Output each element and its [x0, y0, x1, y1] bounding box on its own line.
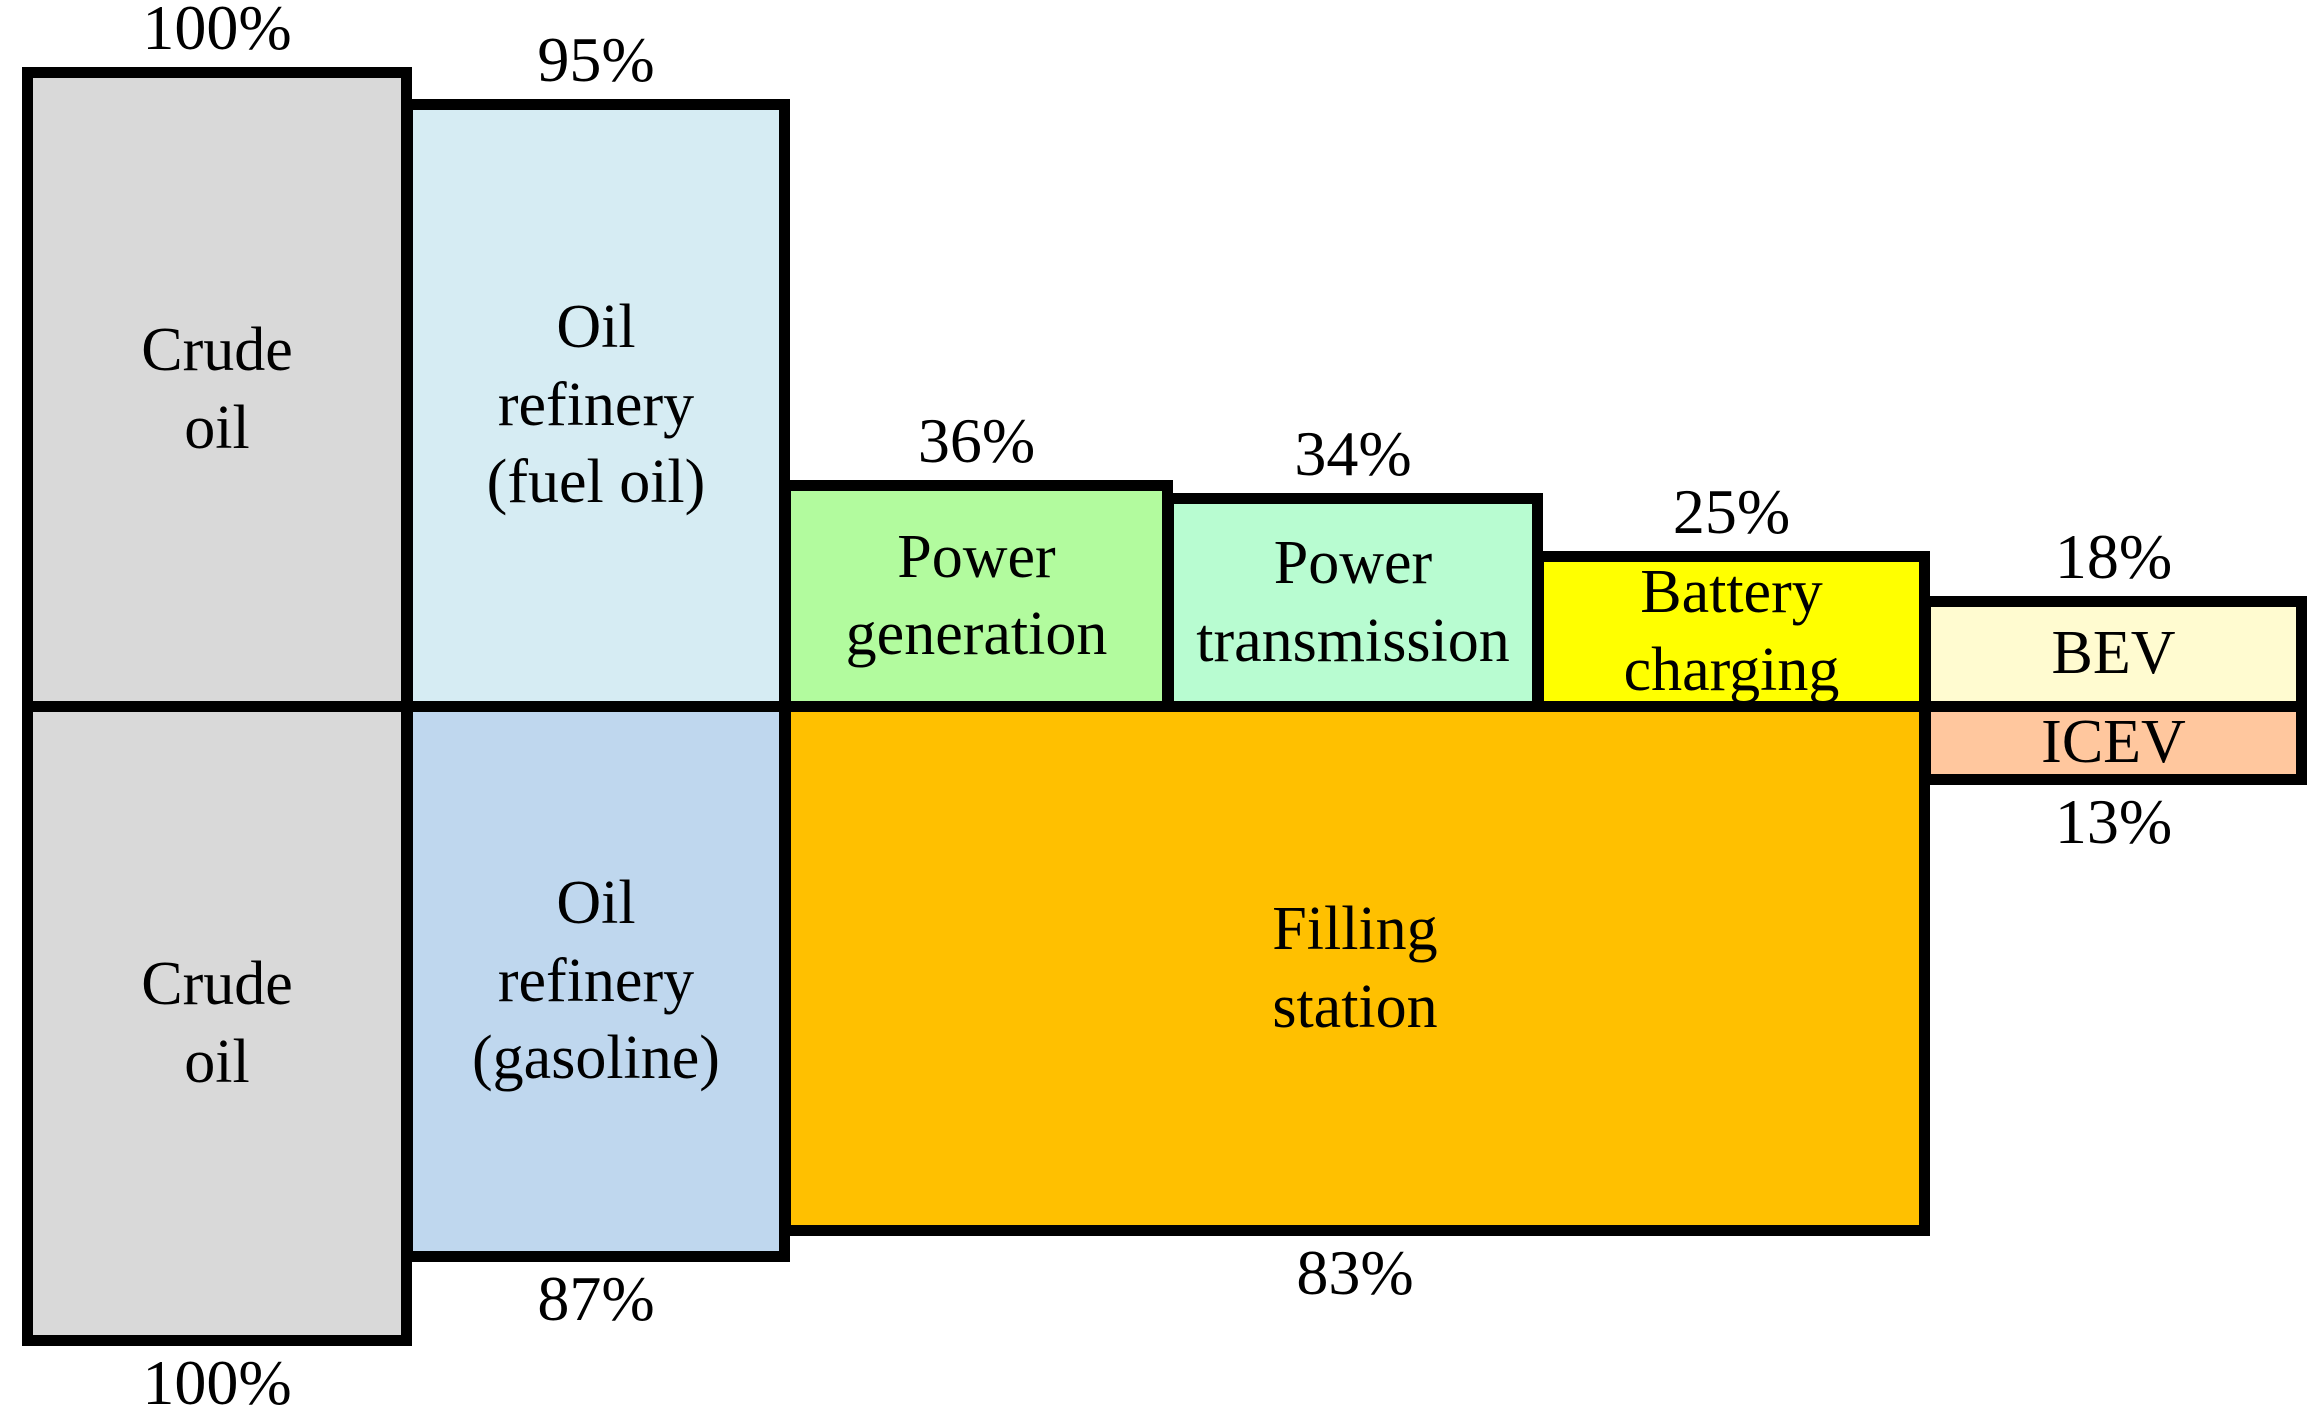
- stage-label-line: Oil: [556, 293, 636, 362]
- stage-label-power-transmission: Power transmission: [1196, 525, 1509, 680]
- stage-label-line: refinery: [497, 370, 695, 439]
- value-label-crude-oil-bottom: 100%: [142, 1347, 292, 1418]
- stage-label-line: Power: [897, 522, 1056, 591]
- stage-label-power-generation: Power generation: [846, 519, 1108, 674]
- stage-box-power-transmission: Power transmission: [1163, 493, 1543, 712]
- stage-box-oil-refinery-fuel-oil: Oil refinery (fuel oil): [402, 99, 790, 712]
- stage-label-line: charging: [1623, 635, 1840, 704]
- stage-label-line: Crude: [141, 316, 293, 384]
- stage-label-line: oil: [184, 393, 250, 462]
- stage-box-battery-charging: Battery charging: [1533, 551, 1930, 712]
- value-label-oil-refinery-fuel-oil: 95%: [537, 24, 655, 95]
- value-label-filling-station: 83%: [1296, 1237, 1414, 1308]
- value-label-battery-charging: 25%: [1672, 476, 1791, 547]
- value-label-crude-oil-top: 100%: [142, 0, 292, 63]
- value-label-icev: 13%: [2054, 786, 2173, 857]
- stage-label-line: Power: [1273, 529, 1433, 597]
- stage-label-line: BEV: [2051, 619, 2176, 688]
- stage-label-crude-oil-bottom: Crude oil: [141, 946, 293, 1101]
- stage-label-oil-refinery-fuel-oil: Oil refinery (fuel oil): [487, 289, 706, 522]
- value-label-oil-refinery-gasoline: 87%: [537, 1263, 655, 1334]
- stage-box-filling-station: Filling station: [780, 701, 1930, 1236]
- stage-label-filling-station: Filling station: [1272, 891, 1437, 1046]
- value-label-power-generation: 36%: [917, 405, 1036, 476]
- stage-label-line: Battery: [1640, 558, 1823, 626]
- stage-box-crude-oil-top: Crude oil: [22, 67, 412, 712]
- stage-label-bev: BEV: [2052, 615, 2176, 693]
- stage-label-line: station: [1272, 972, 1438, 1041]
- stage-box-crude-oil-bottom: Crude oil: [22, 701, 412, 1346]
- stage-label-line: ICEV: [2041, 708, 2186, 777]
- stage-label-line: Crude: [141, 950, 293, 1018]
- stage-label-line: (fuel oil): [486, 448, 706, 517]
- stage-box-power-generation: Power generation: [780, 480, 1173, 712]
- stage-box-oil-refinery-gasoline: Oil refinery (gasoline): [402, 701, 790, 1262]
- value-label-bev: 18%: [2054, 521, 2173, 592]
- stage-box-bev: BEV: [1920, 596, 2307, 712]
- stage-label-line: Filling: [1272, 895, 1438, 963]
- stage-label-line: (gasoline): [472, 1024, 720, 1093]
- stage-label-line: Oil: [556, 869, 636, 938]
- stage-label-icev: ICEV: [2041, 704, 2186, 782]
- stage-label-line: oil: [184, 1027, 250, 1096]
- stage-label-oil-refinery-gasoline: Oil refinery (gasoline): [472, 865, 720, 1098]
- stage-label-crude-oil-top: Crude oil: [141, 312, 293, 467]
- stage-label-line: generation: [845, 600, 1108, 668]
- stage-label-line: refinery: [497, 946, 695, 1015]
- stage-label-battery-charging: Battery charging: [1624, 554, 1840, 709]
- value-label-power-transmission: 34%: [1294, 418, 1412, 489]
- stage-box-icev: ICEV: [1920, 701, 2307, 785]
- stage-label-line: transmission: [1196, 606, 1510, 675]
